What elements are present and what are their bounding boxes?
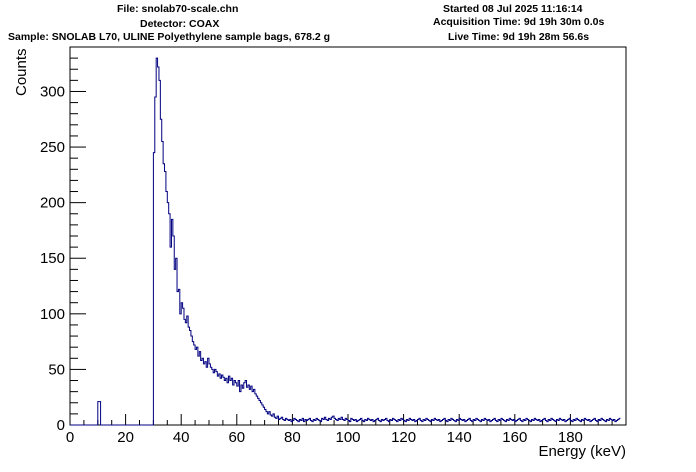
- live-time-label: Live Time: 9d 19h 28m 56.6s: [448, 31, 590, 43]
- y-tick-label: 200: [40, 195, 65, 212]
- x-tick-label: 160: [502, 429, 527, 446]
- detector-label: Detector: COAX: [140, 18, 220, 30]
- x-tick-label: 40: [173, 429, 190, 446]
- y-tick-label: 150: [40, 250, 65, 267]
- x-tick-label: 100: [335, 429, 360, 446]
- file-label: File: snolab70-scale.chn: [117, 3, 239, 15]
- acquisition-time-label: Acquisition Time: 9d 19h 30m 0.0s: [433, 16, 605, 28]
- started-label: Started 08 Jul 2025 11:16:14: [443, 3, 583, 15]
- x-axis-title: Energy (keV): [538, 443, 626, 460]
- y-tick-label: 100: [40, 306, 65, 323]
- y-tick-label: 50: [48, 361, 65, 378]
- x-tick-label: 60: [228, 429, 245, 446]
- x-tick-label: 20: [117, 429, 134, 446]
- x-tick-label: 120: [391, 429, 416, 446]
- y-tick-label: 250: [40, 139, 65, 156]
- x-tick-label: 80: [284, 429, 301, 446]
- y-tick-label: 0: [57, 417, 65, 434]
- x-tick-label: 180: [558, 429, 583, 446]
- spectrum-series-line: [70, 57, 621, 426]
- y-axis-title: Counts: [13, 48, 30, 96]
- y-axis: 0 50 100 150 200 250 300: [40, 46, 86, 434]
- x-tick-label: 140: [447, 429, 472, 446]
- y-tick-label: 300: [40, 83, 65, 100]
- x-axis: 0 20 40 60 80 100 120 140 160 180: [66, 414, 627, 446]
- x-tick-label: 0: [66, 429, 74, 446]
- sample-label: Sample: SNOLAB L70, ULINE Polyethylene s…: [8, 31, 331, 43]
